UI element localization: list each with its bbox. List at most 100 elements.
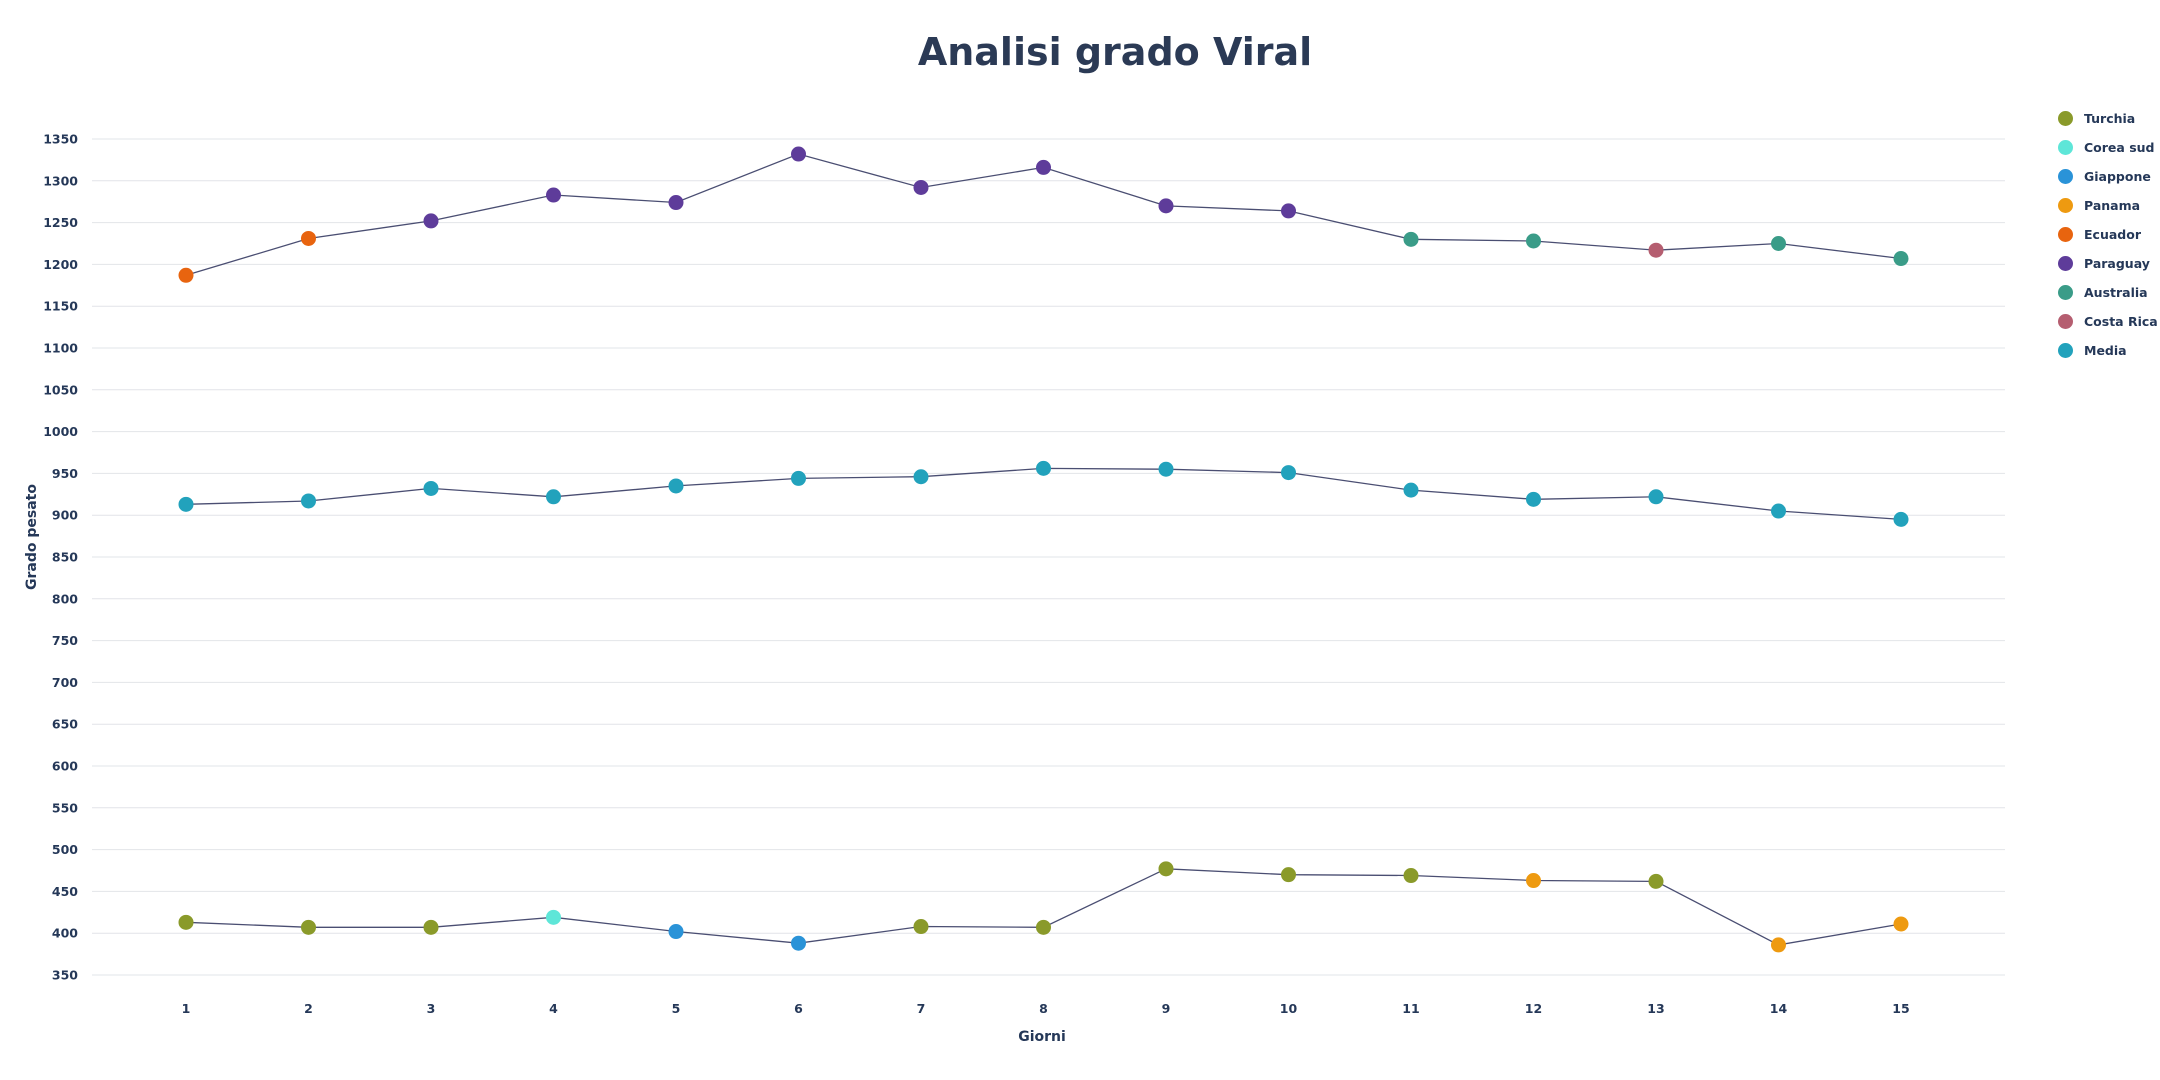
data-point	[668, 195, 684, 211]
data-point	[1648, 242, 1664, 258]
legend-marker	[2058, 169, 2073, 184]
data-point	[668, 478, 684, 494]
data-point	[1281, 203, 1296, 219]
y-tick-label: 550	[52, 800, 78, 815]
legend-item: Costa Rica	[2058, 307, 2158, 336]
y-tick-label: 950	[52, 466, 78, 481]
x-tick-label: 12	[1525, 1001, 1542, 1016]
data-point	[1893, 511, 1909, 527]
x-tick-label: 2	[304, 1001, 313, 1016]
legend-marker	[2058, 198, 2073, 213]
legend-label: Media	[2084, 343, 2127, 358]
legend-marker	[2058, 140, 2073, 155]
y-tick-label: 650	[52, 717, 78, 732]
legend-label: Australia	[2084, 285, 2148, 300]
x-tick-label: 9	[1162, 1001, 1171, 1016]
y-tick-label: 600	[52, 759, 78, 774]
data-point	[1036, 460, 1051, 476]
y-tick-label: 900	[52, 508, 78, 523]
data-point	[1281, 465, 1296, 481]
data-point	[546, 187, 561, 203]
data-point	[791, 935, 806, 951]
legend-item: Giappone	[2058, 162, 2158, 191]
y-tick-label: 1100	[43, 341, 78, 356]
data-point	[913, 919, 929, 935]
x-axis-label: Giorni	[1018, 1029, 1066, 1045]
legend-label: Costa Rica	[2084, 314, 2158, 329]
x-tick-label: 6	[794, 1001, 803, 1016]
data-point	[1893, 916, 1909, 932]
y-tick-label: 1050	[43, 382, 78, 397]
data-point	[913, 179, 929, 195]
data-point	[178, 267, 194, 283]
legend-marker	[2058, 285, 2073, 300]
y-tick-label: 1300	[43, 173, 78, 188]
y-tick-label: 800	[52, 591, 78, 606]
legend-item: Paraguay	[2058, 249, 2158, 278]
data-point	[178, 914, 194, 930]
legend-marker	[2058, 256, 2073, 271]
data-point	[1403, 868, 1419, 884]
data-point	[1771, 503, 1786, 519]
data-point	[301, 493, 316, 509]
data-point	[301, 230, 316, 246]
legend-label: Turchia	[2084, 111, 2136, 126]
legend-item: Ecuador	[2058, 220, 2158, 249]
y-tick-label: 350	[52, 968, 78, 983]
data-point	[546, 909, 561, 925]
data-point	[1771, 937, 1786, 953]
data-point	[1526, 873, 1541, 889]
legend-label: Panama	[2084, 198, 2141, 213]
legend-label: Giappone	[2084, 169, 2151, 184]
chart-title: Analisi grado Viral	[917, 30, 1313, 74]
y-tick-label: 1150	[43, 299, 78, 314]
data-point	[1403, 482, 1419, 498]
data-point	[423, 919, 439, 935]
x-tick-label: 14	[1770, 1001, 1788, 1016]
legend-item: Turchia	[2058, 104, 2158, 133]
y-tick-label: 1200	[43, 257, 78, 272]
legend-label: Corea sud	[2084, 140, 2155, 155]
x-tick-label: 4	[549, 1001, 558, 1016]
y-axis-label: Grado pesato	[24, 484, 40, 590]
legend-item: Panama	[2058, 191, 2158, 220]
x-tick-label: 15	[1892, 1001, 1909, 1016]
x-tick-label: 10	[1280, 1001, 1298, 1016]
data-point	[1893, 251, 1909, 267]
y-tick-label: 700	[52, 675, 78, 690]
x-tick-label: 13	[1647, 1001, 1664, 1016]
data-point	[1036, 919, 1051, 935]
y-tick-label: 750	[52, 633, 78, 648]
y-tick-label: 1350	[43, 132, 78, 147]
data-point	[1158, 198, 1174, 214]
series-line	[185, 467, 1902, 521]
x-tick-label: 8	[1039, 1001, 1048, 1016]
data-point	[423, 213, 439, 229]
data-point	[1648, 873, 1664, 889]
data-point	[301, 919, 316, 935]
legend-item: Corea sud	[2058, 133, 2158, 162]
data-point	[913, 469, 929, 485]
data-point	[1771, 236, 1786, 251]
x-tick-label: 5	[672, 1001, 681, 1016]
data-point	[178, 496, 194, 512]
legend-marker	[2058, 314, 2073, 329]
legend: Turchia Corea sud Giappone Panama Ecuador Par…	[2058, 104, 2158, 365]
data-point	[1158, 461, 1174, 477]
y-tick-label: 1000	[43, 424, 78, 439]
legend-item: Media	[2058, 336, 2158, 365]
y-tick-label: 1250	[43, 215, 78, 230]
data-point	[1403, 231, 1419, 247]
legend-marker	[2058, 111, 2073, 126]
legend-item: Australia	[2058, 278, 2158, 307]
y-tick-label: 500	[52, 842, 78, 857]
data-point	[1281, 867, 1296, 883]
data-point	[668, 924, 684, 940]
y-tick-label: 400	[52, 926, 78, 941]
legend-marker	[2058, 227, 2073, 242]
data-point	[1158, 861, 1174, 877]
x-tick-label: 7	[917, 1001, 926, 1016]
data-point	[546, 489, 561, 505]
x-tick-label: 11	[1402, 1001, 1419, 1016]
